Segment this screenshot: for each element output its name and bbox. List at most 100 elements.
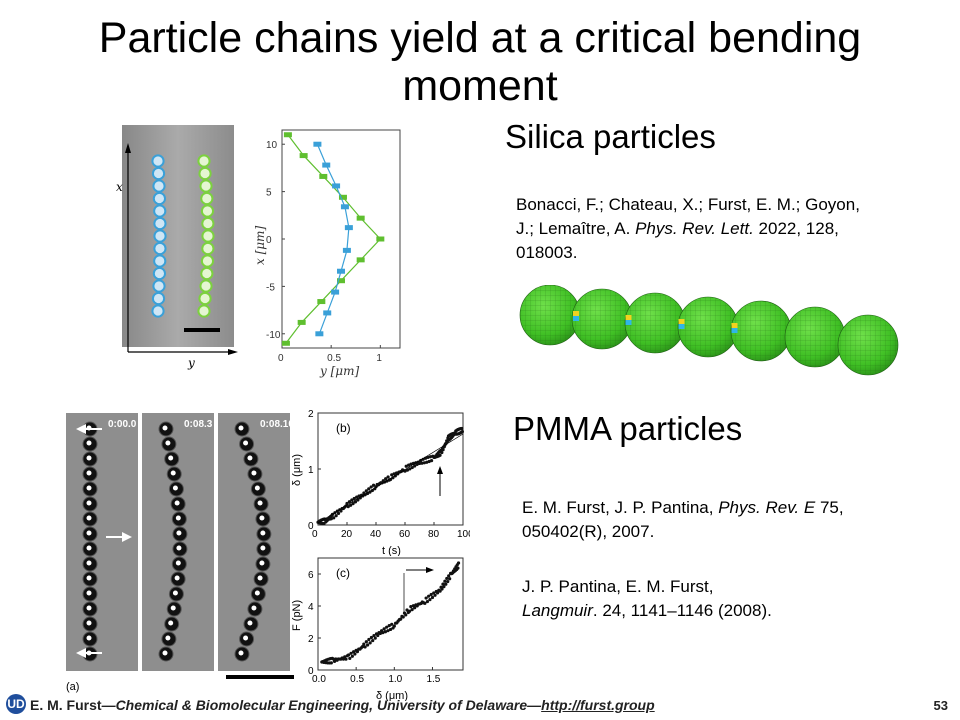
data-point [433,593,437,597]
data-point [424,596,428,600]
data-point [343,655,347,659]
green-particle [201,241,215,256]
data-point [446,579,450,584]
data-point [447,574,451,578]
data-point [420,461,424,465]
green-particle [200,204,215,218]
data-point [444,582,448,586]
x-tick-label: 0.5 [327,353,341,364]
data-point [407,463,411,467]
data-point [367,637,371,642]
plot-c-label: (c) [336,566,350,580]
data-point [329,517,333,521]
data-point [323,310,332,316]
y-tick-label: 2 [308,634,314,645]
x-tick-label: 40 [370,529,382,540]
frame-timestamp: 0:00.0 [108,419,137,430]
blue-particle [152,279,166,293]
data-point [388,627,393,632]
data-point [442,585,446,589]
data-point [329,661,333,665]
data-point [367,487,371,491]
y-axis-label: y [187,356,195,370]
data-point [409,462,413,466]
data-point [317,299,326,305]
data-point [355,495,359,499]
data-point [405,608,409,612]
blue-particle [152,179,166,193]
data-point [355,650,360,654]
data-point [362,642,366,646]
data-point [360,645,365,649]
data-point [410,465,414,470]
frame-timestamp: 0:08.3 [184,419,213,430]
data-point [417,461,422,466]
data-point [371,483,376,487]
data-point [421,457,425,461]
data-point [384,477,388,481]
pmma-heading: PMMA particles [513,410,743,447]
data-point [385,625,389,629]
footer-author: E. M. Furst [30,697,102,713]
data-point [332,516,336,520]
green-particle [201,216,215,231]
plot-c: 0.0 0.5 1.0 1.5 0 2 4 6 (c) δ (μm) F (pN) [291,557,464,701]
x-tick-label: 60 [399,529,411,540]
y-tick-label: 6 [308,570,314,581]
y-tick-label: 2 [308,409,314,420]
data-point [369,485,373,489]
blue-particle [153,241,167,256]
pmma-frames: 0:00.0 0:08.3 0:08.10 (a) [66,413,294,693]
data-point [425,599,429,604]
plot-b-label: (b) [336,421,351,435]
ref1-authors: E. M. Furst, J. P. Pantina, [522,498,714,517]
y-tick-label: 4 [308,602,314,613]
plot-c-xlabel: δ (μm) [376,690,408,701]
fit-line [317,433,464,524]
data-point [364,489,368,493]
data-point [423,601,427,605]
data-point [390,473,394,477]
data-point [407,609,412,613]
data-point [405,468,410,472]
x-tick-label: 0.0 [312,674,326,685]
green-particle [200,254,215,268]
data-point [281,340,290,346]
green-particle [197,304,211,318]
data-point [448,577,452,581]
data-point [404,464,408,468]
bonacci-details: 2022, 128, 018003. [516,219,839,262]
y-tick-label: -10 [266,330,281,341]
green-particle-chain [197,154,215,318]
data-point [440,450,444,455]
x-tick-label: 80 [428,529,440,540]
data-point [351,502,355,506]
data-point [338,194,347,200]
x-tick-label: 20 [341,529,353,540]
footer-affiliation: —Chemical & Biomolecular Engineering, Un… [101,697,542,713]
data-point [349,651,353,655]
data-point [422,461,426,465]
data-point [332,659,337,663]
pmma-frame [66,413,138,671]
profile-ylabel: x [μm] [253,226,267,265]
data-point [297,319,306,325]
y-tick-label: 0 [308,666,314,677]
data-point [352,496,356,501]
data-point [369,635,374,640]
panel-a-label: (a) [66,681,79,693]
x-tick-label: 100 [457,529,470,540]
data-point [344,657,348,661]
data-point [371,638,375,643]
data-point [408,467,412,471]
data-point [404,613,408,617]
data-point [332,183,341,189]
footer-link[interactable]: http://furst.group [541,697,655,713]
data-point [373,636,377,640]
blue-particle [153,204,167,218]
green-particle [199,279,213,293]
data-point [386,629,390,633]
data-point [435,591,440,595]
data-point [460,426,464,431]
x-tick-label: 1.5 [426,674,440,685]
